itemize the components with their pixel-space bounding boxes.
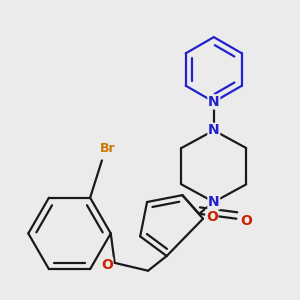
Text: N: N [208,195,220,209]
Text: O: O [240,214,252,228]
Text: O: O [206,210,218,224]
Text: N: N [208,123,220,137]
Text: Br: Br [100,142,116,155]
Text: O: O [101,258,113,272]
Text: N: N [208,95,220,109]
